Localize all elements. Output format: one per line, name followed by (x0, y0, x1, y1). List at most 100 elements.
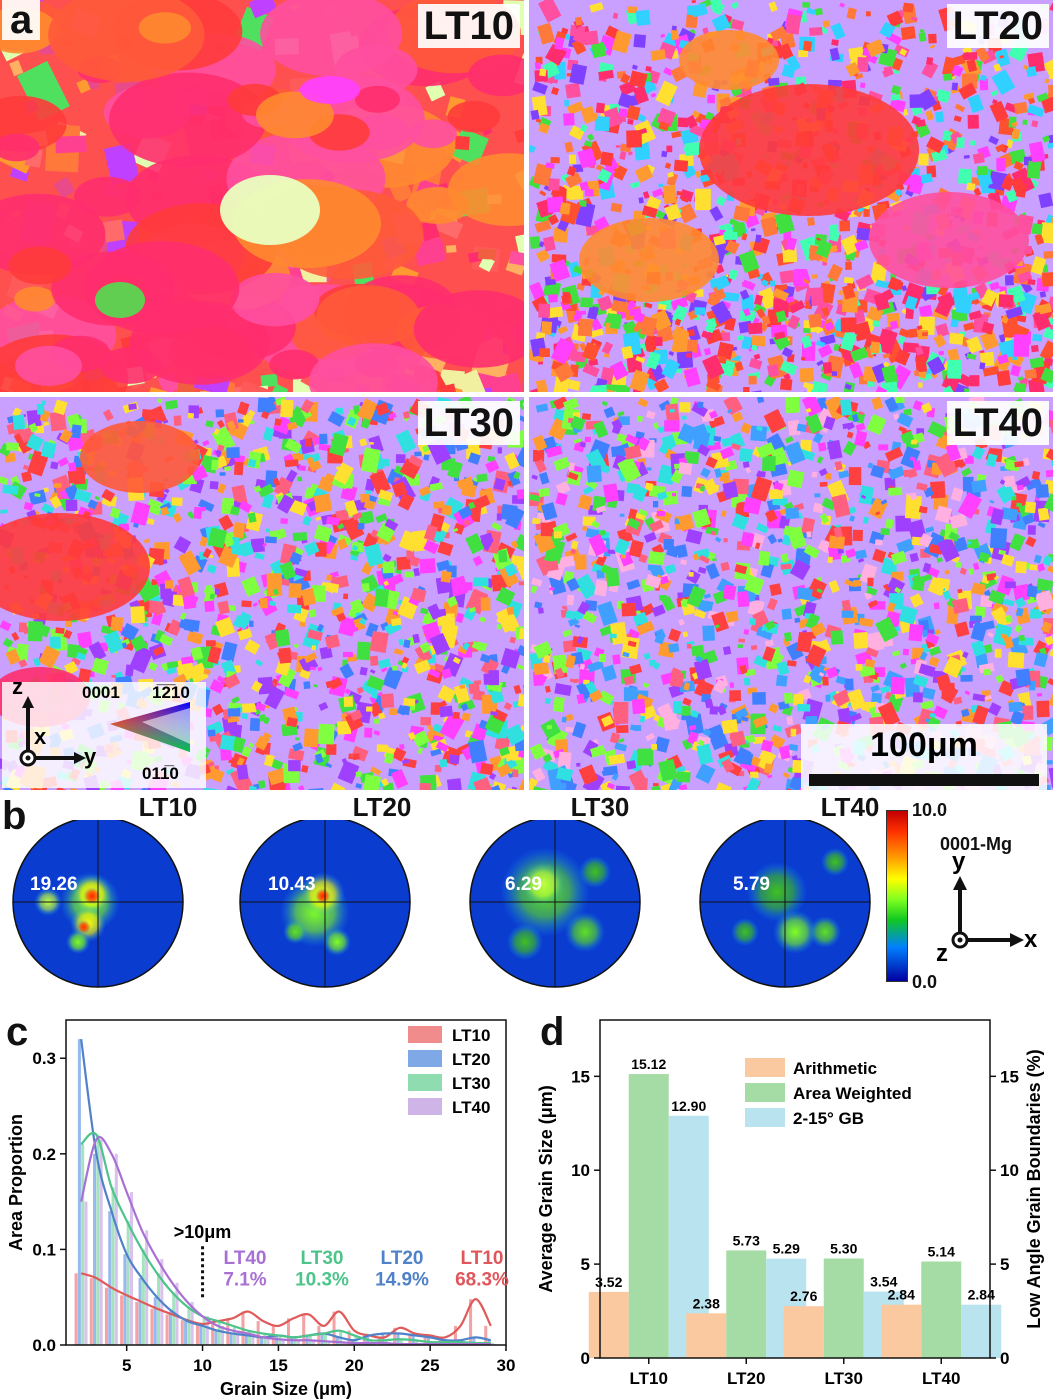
chart-c-frame (65, 1019, 507, 1346)
ipf-legend: 0001 1̅2̅10 011̅0 z x y (2, 674, 206, 788)
bar-value-lt10-0: 3.52 (595, 1274, 622, 1290)
bar-lt30-0 (783, 1306, 824, 1358)
bar-lt10-3 (89, 1278, 93, 1345)
bar-lt40-14 (266, 1337, 270, 1345)
ipf-label-0001: 0001 (82, 683, 120, 702)
ebsd-map-lt40: LT40 100μm (529, 397, 1053, 790)
category-label-lt20: LT20 (727, 1369, 765, 1388)
legend-swatch-d-1 (745, 1083, 785, 1102)
right-tick-label-10: 10 (1000, 1161, 1019, 1180)
map-label-lt40: LT40 (946, 401, 1049, 445)
y-tick-label-0.3: 0.3 (32, 1049, 56, 1068)
bar-lt10-21 (362, 1335, 366, 1345)
left-axis-label: Average Grain Size (μm) (536, 1085, 556, 1292)
x-axis-label: Grain Size (μm) (220, 1379, 352, 1399)
pf-title-lt20: LT20 (352, 792, 412, 822)
fraction-value-lt40: 7.1% (223, 1270, 266, 1291)
bar-lt10-27 (453, 1325, 457, 1345)
bar-lt30-3 (96, 1134, 100, 1345)
bar-lt20-18 (320, 1333, 324, 1345)
bar-lt40-3 (99, 1139, 103, 1345)
bar-lt40-5 (129, 1192, 134, 1345)
legend-label-d-2: 2-15° GB (793, 1109, 864, 1128)
bar-lt40-17 (312, 1340, 316, 1345)
bar-lt40-4 (114, 1153, 118, 1345)
right-tick-label-15: 15 (1000, 1067, 1019, 1086)
bar-value-lt20-1: 5.73 (733, 1232, 760, 1248)
bar-value-lt40-1: 5.14 (928, 1243, 955, 1259)
bar-lt20-2 (77, 1039, 81, 1345)
bar-lt30-1 (823, 1258, 864, 1358)
bar-value-lt20-2: 5.29 (773, 1241, 800, 1257)
bar-value-lt30-0: 2.76 (790, 1288, 817, 1304)
map-label-lt20: LT20 (946, 4, 1049, 48)
x-tick-label-25: 25 (421, 1356, 440, 1375)
bar-lt20-1 (726, 1250, 767, 1358)
scale-bar-line (809, 774, 1039, 786)
bar-lt30-14 (263, 1333, 267, 1345)
bar-lt10-29 (484, 1325, 488, 1345)
legend-swatch-d-0 (745, 1058, 785, 1077)
curve-lt10 (80, 1272, 492, 1339)
bar-lt20-14 (259, 1337, 263, 1345)
left-tick-label-15: 15 (571, 1067, 590, 1086)
bar-lt30-18 (323, 1333, 327, 1345)
ebsd-map-lt10: LT10 a (0, 0, 524, 392)
fraction-name-lt40: LT40 (224, 1248, 267, 1269)
scale-bar: 100μm (801, 724, 1047, 790)
category-label-lt10: LT10 (630, 1369, 668, 1388)
legend-swatch-lt30 (408, 1074, 442, 1091)
bar-lt20-5 (123, 1254, 127, 1345)
legend-label-d-1: Area Weighted (793, 1084, 912, 1103)
left-tick-label-10: 10 (571, 1161, 590, 1180)
bar-lt30-10 (202, 1316, 206, 1345)
bar-lt30-4 (111, 1187, 115, 1345)
chart-d-frame (599, 1019, 991, 1359)
chart-average-grain-size: 3.52 15.12 12.90 LT10 2.38 5.73 5.29 LT20 2.76 5.… (536, 1019, 1044, 1388)
bar-lt10-11 (211, 1321, 215, 1345)
axis-label-y: y (84, 744, 97, 769)
bar-lt20-7 (153, 1297, 157, 1345)
ipf-label-0110: 011̅0 (142, 764, 179, 783)
bar-lt10-28 (469, 1299, 473, 1345)
x-tick-label-20: 20 (345, 1356, 364, 1375)
bar-lt20-0 (686, 1313, 727, 1358)
curve-lt30 (80, 1131, 491, 1345)
right-tick-label-5: 5 (1000, 1255, 1009, 1274)
colorbar-max-label: 10.0 (912, 800, 948, 820)
bar-lt10-25 (423, 1335, 427, 1345)
bar-lt10-5 (120, 1295, 124, 1345)
bar-lt40-18 (327, 1341, 331, 1345)
right-tick-label-0: 0 (1000, 1349, 1009, 1368)
bar-lt10-7 (150, 1308, 154, 1345)
pf-max-lt20: 10.43 (268, 874, 316, 895)
fraction-name-lt20: LT20 (381, 1248, 424, 1269)
bar-lt40-15 (281, 1339, 285, 1345)
pf-colorbar (886, 810, 908, 982)
pf-axis-z: z (936, 940, 948, 967)
bar-lt30-29 (490, 1343, 494, 1345)
pf-title-lt40: LT40 (820, 792, 880, 822)
bar-lt10-17 (302, 1314, 306, 1345)
left-tick-label-0: 0 (581, 1349, 590, 1368)
bar-lt10-23 (393, 1327, 397, 1345)
bar-value-lt40-2: 2.84 (968, 1287, 995, 1303)
panel-letter-c: c (6, 1010, 29, 1054)
bar-lt10-8 (165, 1314, 169, 1345)
scale-bar-label: 100μm (870, 726, 978, 764)
bar-lt20-13 (244, 1335, 248, 1345)
ebsd-map-lt20: LT20 (529, 0, 1053, 392)
panel-letter-a: a (2, 0, 41, 40)
ebsd-map-lt20-image (529, 0, 1053, 392)
left-tick-label-5: 5 (581, 1255, 590, 1274)
x-tick-label-30: 30 (497, 1356, 516, 1375)
panel-letter-d: d (540, 1010, 565, 1054)
y-axis-label: Area Proportion (6, 1114, 26, 1251)
bar-lt40-13 (251, 1333, 255, 1345)
bar-lt30-23 (399, 1339, 403, 1345)
bar-lt20-10 (199, 1325, 203, 1345)
legend-label-lt20: LT20 (452, 1050, 490, 1069)
bar-lt20-4 (108, 1211, 112, 1345)
pf-axes-triad (951, 876, 1024, 949)
bar-value-lt30-1: 5.30 (830, 1240, 857, 1256)
